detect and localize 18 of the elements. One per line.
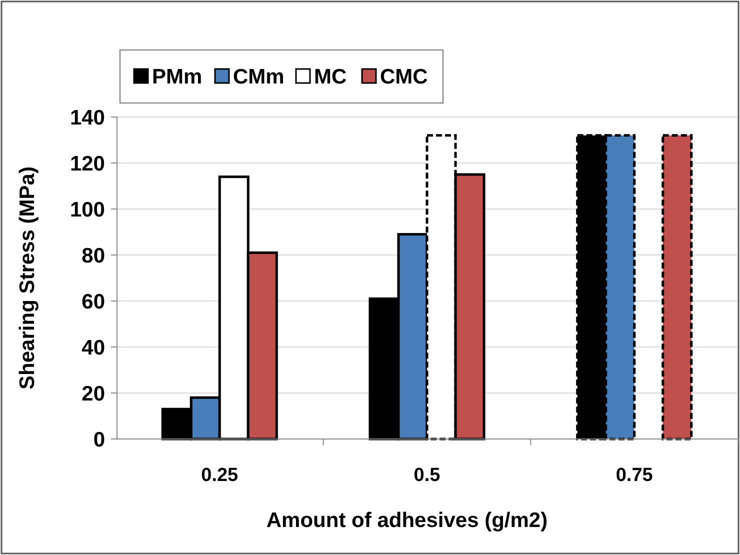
x-tick-label: 0.5 [414,465,441,486]
bar [662,134,693,440]
x-tick-label: 0.75 [616,465,654,486]
y-tick-label: 120 [70,152,105,176]
y-tick-label: 60 [82,290,105,314]
x-axis-title: Amount of adhesives (g/m2) [266,509,548,532]
y-tick-label: 100 [70,198,105,222]
y-tick-label: 80 [82,244,105,268]
y-tick-label: 140 [70,106,105,130]
legend-label: CMm [233,65,284,88]
y-tick-label: 20 [82,382,105,406]
legend-label: MC [314,65,347,88]
x-tick-label: 0.25 [201,465,239,486]
legend-label: CMC [380,65,428,88]
legend-label: PMm [152,65,202,88]
y-axis-title: Shearing Stress (MPa) [16,166,39,390]
y-tick-label: 40 [82,336,105,360]
y-tick-label: 0 [93,428,105,452]
